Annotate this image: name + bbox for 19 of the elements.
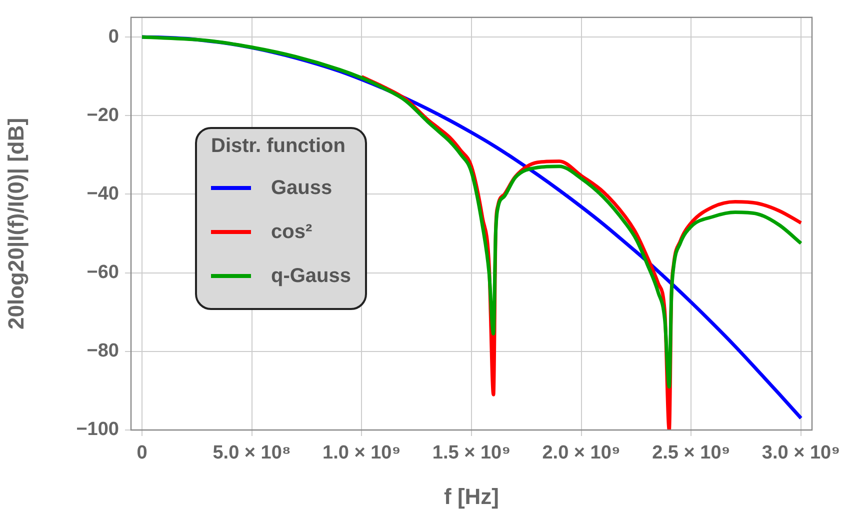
y-axis-title: 20log20|I(f)/I(0)| [dB] (3, 118, 28, 330)
x-axis-title: f [Hz] (444, 484, 499, 509)
y-tick-label: 0 (108, 26, 119, 48)
x-tick-label: 2.0 × 10⁹ (542, 442, 620, 464)
y-tick-label: −100 (76, 419, 119, 440)
legend-label: Gauss (271, 176, 332, 200)
x-tick-label: 2.5 × 10⁹ (652, 442, 730, 464)
x-tick-label: 1.5 × 10⁹ (432, 442, 511, 464)
x-tick-label: 0 (136, 442, 148, 464)
legend-title: Distr. function (211, 135, 346, 158)
y-tick-label: −80 (86, 340, 119, 362)
y-tick-label: −40 (86, 183, 119, 204)
x-tick-label: 3.0 × 10⁹ (762, 442, 840, 464)
x-tick-label: 5.0 × 10⁸ (212, 442, 291, 464)
x-tick-label: 1.0 × 10⁹ (322, 442, 401, 464)
y-tick-label: −60 (86, 262, 119, 284)
y-tick-label: −20 (86, 104, 119, 126)
legend-label: cos² (271, 220, 312, 244)
legend-label: q-Gauss (271, 264, 352, 288)
